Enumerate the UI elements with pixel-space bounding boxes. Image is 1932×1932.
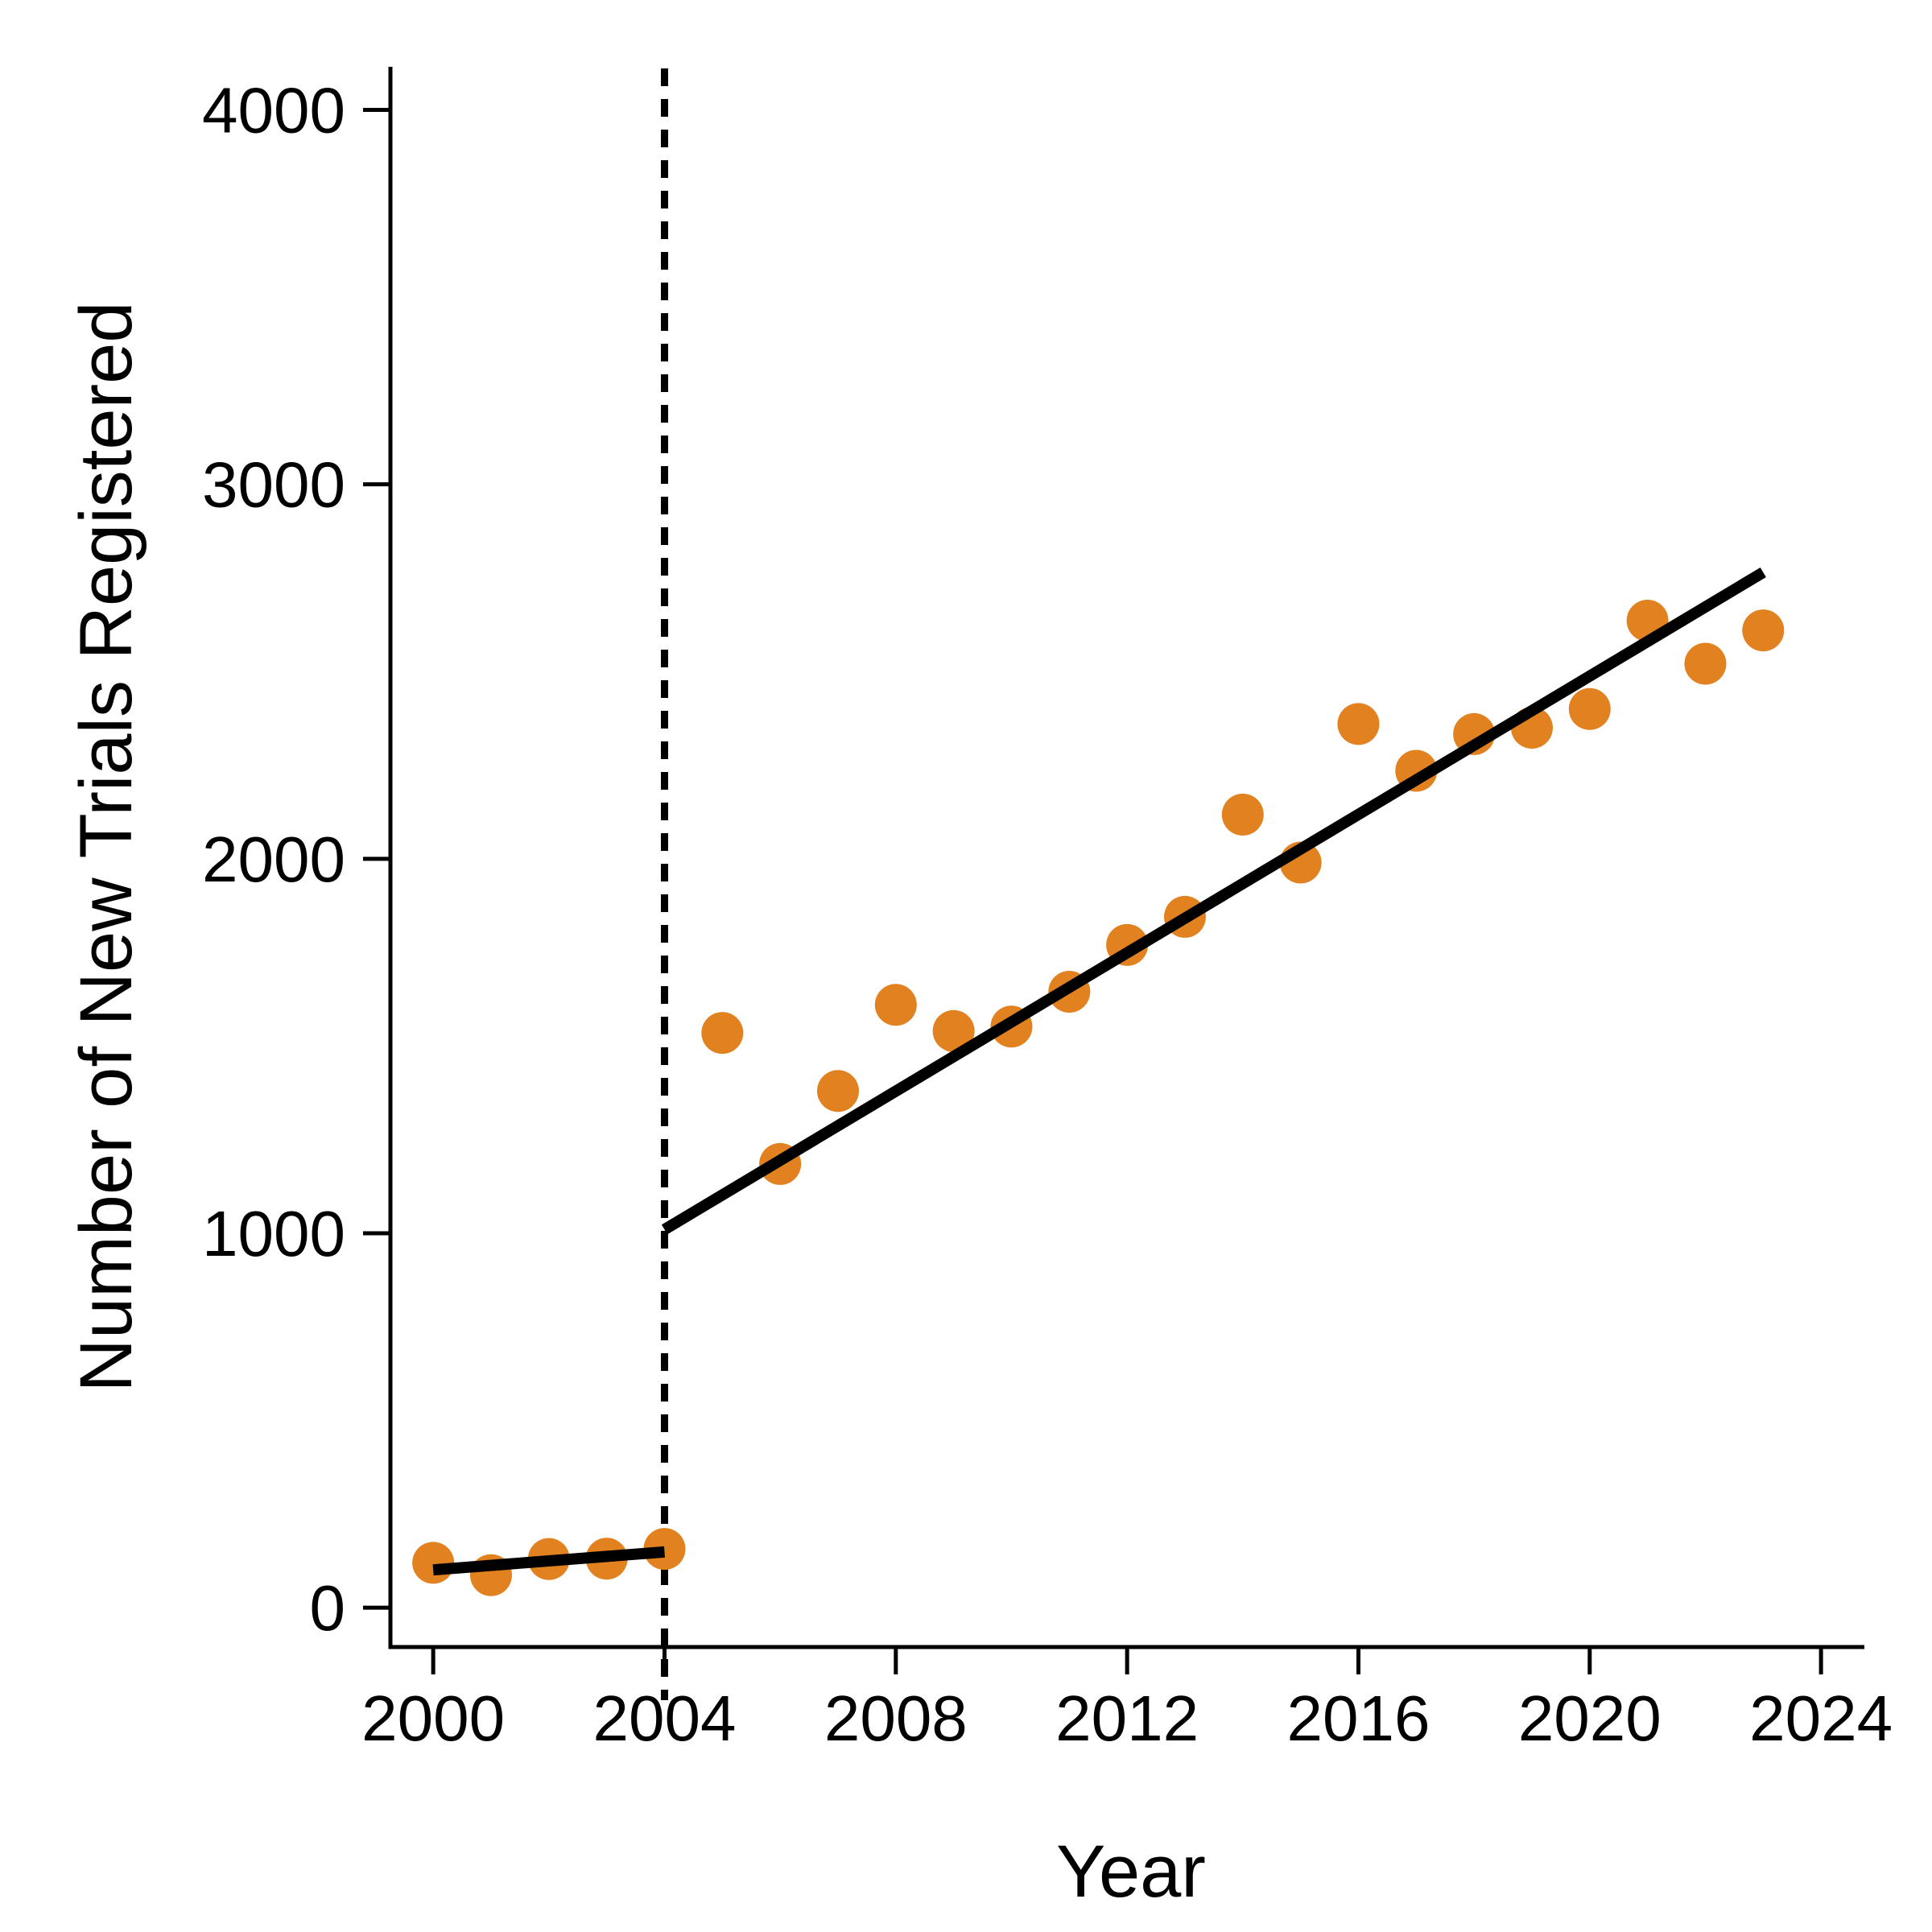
data-points (412, 599, 1785, 1596)
x-tick-label: 2008 (824, 1682, 968, 1754)
data-point-2005 (701, 1012, 744, 1055)
trend-line-post-2004-fit (661, 567, 1766, 1235)
trend-line-pre-2004-fit (432, 1546, 666, 1576)
x-axis-ticks: 2000 2004 2008 2012 2016 2020 2024 (361, 1647, 1893, 1754)
y-axis-title: Number of New Trials Registered (65, 302, 147, 1393)
y-tick-label: 0 (310, 1572, 346, 1644)
y-axis-ticks: 0 1000 2000 3000 4000 (202, 74, 390, 1644)
x-tick-label: 2024 (1749, 1682, 1893, 1754)
y-tick-label: 1000 (202, 1198, 345, 1269)
data-point-2020 (1568, 687, 1611, 730)
data-point-2023 (1742, 609, 1785, 652)
x-tick-label: 2000 (361, 1682, 505, 1754)
x-tick-label: 2016 (1286, 1682, 1430, 1754)
x-tick-label: 2020 (1518, 1682, 1662, 1754)
data-point-2009 (932, 1009, 975, 1052)
data-point-2022 (1684, 642, 1727, 685)
x-axis-title: Year (1056, 1831, 1206, 1913)
x-tick-label: 2012 (1055, 1682, 1199, 1754)
data-point-2008 (874, 984, 917, 1026)
y-tick-label: 4000 (202, 74, 345, 146)
x-tick-label: 2004 (592, 1682, 736, 1754)
trend-lines (432, 567, 1766, 1576)
y-tick-label: 3000 (202, 449, 345, 521)
data-point-2000 (412, 1542, 455, 1584)
axes (388, 67, 1864, 1649)
data-point-2014 (1221, 793, 1264, 836)
data-point-2007 (816, 1070, 859, 1113)
y-tick-label: 2000 (202, 824, 345, 895)
data-point-2004 (643, 1528, 686, 1571)
data-point-2016 (1337, 703, 1380, 745)
